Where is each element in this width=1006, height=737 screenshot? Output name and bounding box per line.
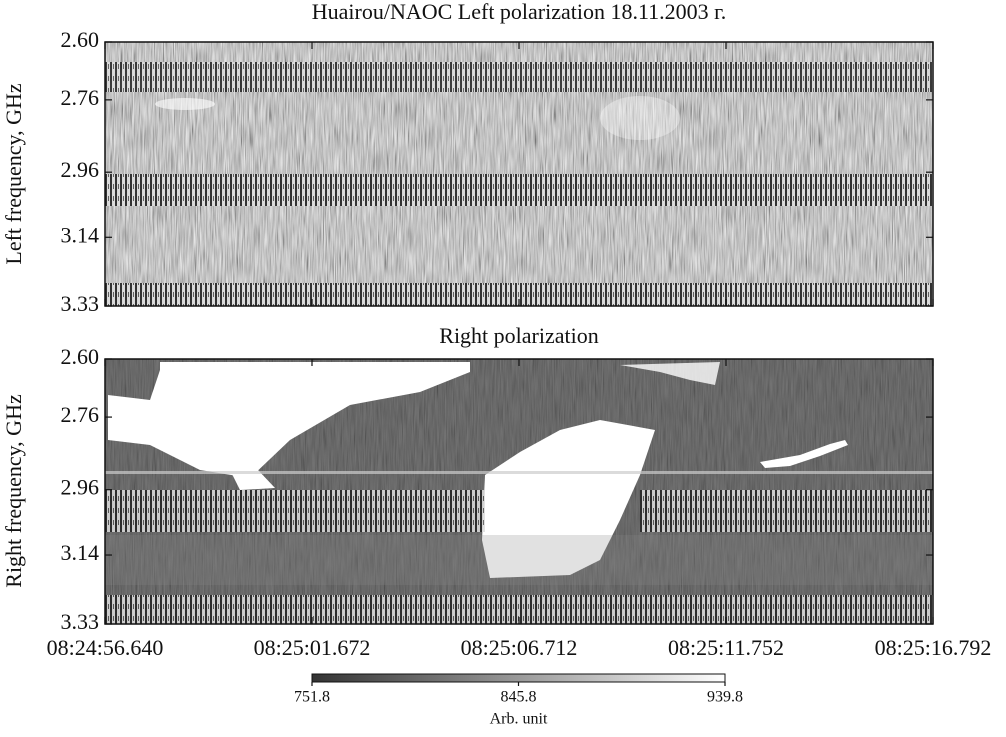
y-tick-label: 3.14 (61, 540, 100, 565)
colorbar-tick-label: 751.8 (294, 689, 330, 706)
band (105, 490, 485, 532)
y-tick-label: 2.60 (61, 344, 100, 369)
y-tick-label: 3.14 (61, 222, 100, 247)
y-tick-label: 2.76 (61, 85, 100, 110)
colorbar-tick-label: 939.8 (707, 689, 743, 706)
feature (600, 96, 680, 140)
x-tick-label: 08:24:56.640 (47, 635, 164, 660)
y-tick-label: 2.60 (61, 27, 100, 52)
burst (482, 420, 655, 578)
y-tick-label: 3.33 (61, 609, 100, 634)
burst (108, 362, 470, 478)
chart-title: Huairou/NAOC Left polarization 18.11.200… (312, 0, 726, 24)
y-axis-label: Right frequency, GHz (1, 394, 26, 588)
band (105, 535, 933, 585)
y-tick-label: 2.96 (61, 475, 100, 500)
y-axis-label: Left frequency, GHz (1, 83, 26, 264)
x-tick-label: 08:25:11.752 (668, 635, 784, 660)
spectrum-left (105, 42, 933, 306)
y-tick-label: 2.76 (61, 402, 100, 427)
y-tick-label: 2.96 (61, 157, 100, 182)
colorbar-label: Arb. unit (490, 711, 548, 728)
burst (760, 440, 848, 468)
burst (620, 362, 720, 385)
chart-title: Right polarization (439, 323, 598, 348)
feature (155, 98, 215, 110)
line-feature (105, 471, 933, 474)
x-tick-label: 08:25:16.792 (875, 635, 992, 660)
band (640, 490, 933, 532)
y-tick-label: 3.33 (61, 291, 100, 316)
band (105, 174, 933, 206)
band (105, 62, 933, 92)
colorbar (311, 673, 726, 683)
x-tick-label: 08:25:01.672 (254, 635, 371, 660)
spectrum-right (105, 359, 933, 624)
x-tick-label: 08:25:06.712 (461, 635, 578, 660)
colorbar-tick-label: 845.8 (501, 689, 537, 706)
